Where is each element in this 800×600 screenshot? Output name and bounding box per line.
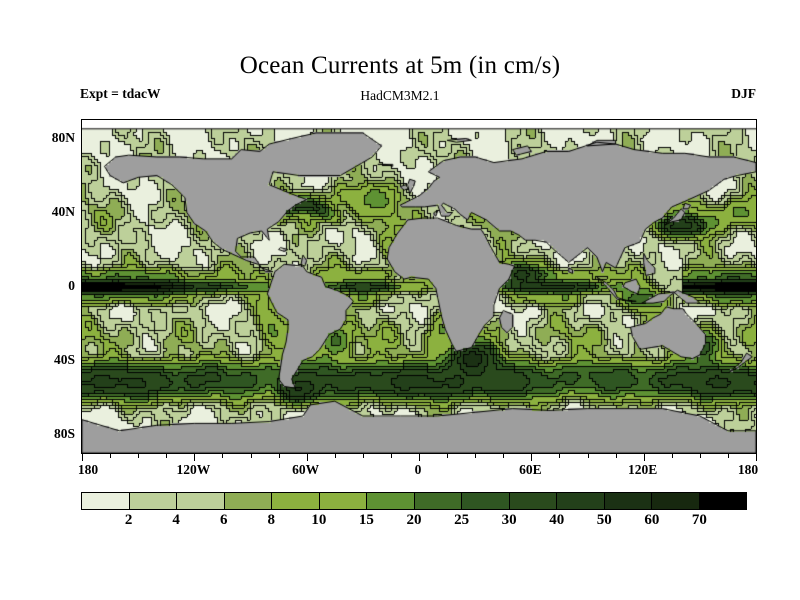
colorbar-band: [413, 493, 461, 509]
colorbar-band: [698, 493, 746, 509]
colorbar-tick-label: 15: [358, 512, 374, 528]
colorbar-band: [366, 493, 414, 509]
longitude-tick-label: 60W: [292, 462, 320, 477]
longitude-tick-mark: [166, 453, 167, 458]
colorbar-band: [128, 493, 176, 509]
longitude-tick-label: 0: [414, 462, 422, 477]
longitude-axis-labels: 180 120W 60W 0 60E 120E 180: [77, 462, 759, 482]
colorbar-band: [176, 493, 224, 509]
colorbar-tick-label: 40: [549, 512, 565, 528]
colorbar-band: [461, 493, 509, 509]
longitude-tick-mark: [672, 453, 673, 458]
colorbar-tick-label: 20: [406, 512, 422, 528]
longitude-tick-mark: [531, 453, 532, 461]
longitude-tick-mark: [194, 453, 195, 461]
colorbar-tick-label: 60: [644, 512, 660, 528]
longitude-tick-mark: [307, 453, 308, 461]
longitude-tick-mark: [138, 453, 139, 458]
longitude-tick-mark: [447, 453, 448, 458]
latitude-tick-label: 80S: [53, 425, 75, 441]
latitude-axis-labels: 80N 40N 0 40S 80S: [30, 119, 75, 452]
colorbar-band: [82, 493, 129, 509]
map-plot-area: [81, 119, 757, 454]
longitude-tick-mark: [756, 453, 757, 461]
latitude-tick-label: 80N: [51, 129, 75, 145]
longitude-tick-label: 60E: [519, 462, 542, 477]
colorbar-band: [651, 493, 699, 509]
longitude-tick-mark: [82, 453, 83, 461]
colorbar-band: [223, 493, 271, 509]
colorbar-tick-label: 10: [311, 512, 327, 528]
colorbar: [81, 492, 747, 510]
longitude-tick-mark: [222, 453, 223, 458]
longitude-tick-mark: [588, 453, 589, 458]
latitude-tick-label: 40N: [51, 203, 75, 219]
longitude-tick-mark: [559, 453, 560, 458]
season-label: DJF: [731, 86, 756, 101]
experiment-label: Expt = tdacW: [80, 86, 161, 101]
model-label: HadCM3M2.1: [360, 88, 440, 103]
colorbar-tick-label: 4: [172, 512, 180, 528]
longitude-tick-mark: [616, 453, 617, 458]
colorbar-tick-labels: 2 4 6 8 10 15 20 25 30 40 50 60 70: [81, 512, 747, 532]
colorbar-band: [318, 493, 366, 509]
colorbar-band: [271, 493, 319, 509]
colorbar-band: [556, 493, 604, 509]
longitude-tick-mark: [503, 453, 504, 458]
longitude-tick-label: 180: [77, 462, 99, 477]
colorbar-tick-label: 30: [501, 512, 517, 528]
colorbar-band: [508, 493, 556, 509]
colorbar-tick-label: 6: [219, 512, 228, 528]
longitude-axis-ticks: [82, 453, 757, 461]
longitude-tick-mark: [728, 453, 729, 458]
longitude-tick-mark: [363, 453, 364, 458]
colorbar-tick-label: 2: [124, 512, 133, 528]
latitude-tick-label: 0: [68, 277, 75, 293]
longitude-tick-mark: [700, 453, 701, 458]
longitude-tick-label: 120W: [176, 462, 211, 477]
longitude-tick-mark: [279, 453, 280, 458]
colorbar-tick-label: 70: [691, 512, 707, 528]
colorbar-tick-label: 50: [596, 512, 612, 528]
longitude-tick-label: 180: [737, 462, 759, 477]
ocean-current-map: [82, 120, 756, 453]
page-title: Ocean Currents at 5m (in cm/s): [239, 52, 561, 79]
longitude-tick-mark: [110, 453, 111, 458]
longitude-tick-label: 120E: [628, 462, 658, 477]
colorbar-tick-label: 8: [267, 512, 276, 528]
colorbar-tick-label: 25: [454, 512, 470, 528]
colorbar-band: [603, 493, 651, 509]
longitude-tick-mark: [475, 453, 476, 458]
longitude-tick-mark: [335, 453, 336, 458]
longitude-tick-mark: [251, 453, 252, 458]
longitude-tick-mark: [391, 453, 392, 458]
latitude-tick-label: 40S: [53, 351, 75, 367]
longitude-tick-mark: [644, 453, 645, 461]
longitude-tick-mark: [419, 453, 420, 461]
